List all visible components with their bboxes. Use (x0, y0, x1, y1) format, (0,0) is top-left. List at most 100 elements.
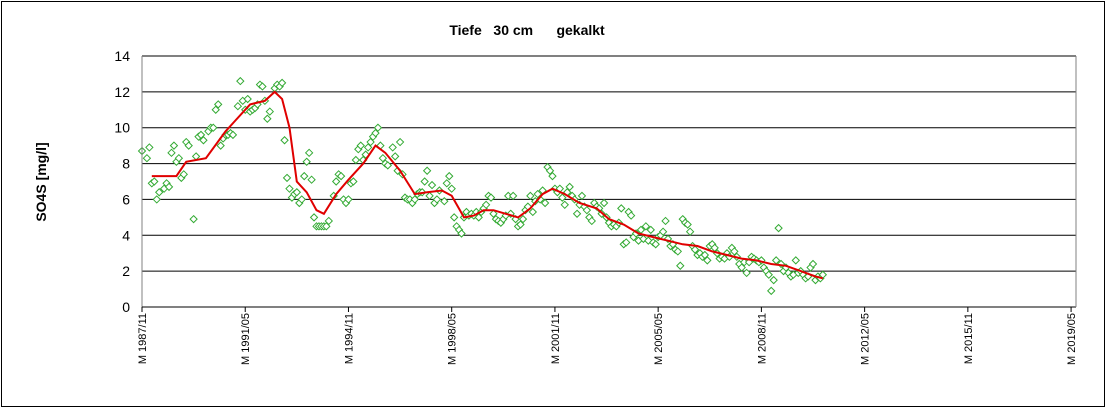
y-tick-label: 4 (122, 227, 130, 243)
data-point (142, 153, 152, 163)
data-point (410, 195, 420, 204)
y-tick-label: 6 (122, 191, 130, 207)
data-point (309, 213, 319, 222)
data-point (302, 157, 311, 166)
x-tick-label: M 1991/05 (240, 313, 252, 365)
data-point (582, 205, 592, 215)
data-point (774, 223, 783, 233)
data-point (594, 204, 604, 213)
data-point (427, 180, 437, 190)
data-point (373, 123, 383, 132)
data-point (474, 213, 483, 222)
data-point (199, 136, 208, 145)
data-point (764, 270, 773, 279)
data-point (209, 123, 218, 132)
axes (141, 56, 1077, 308)
data-point (331, 177, 341, 186)
data-point (304, 148, 314, 158)
gridlines (142, 55, 1076, 272)
x-tick-label: M 1998/05 (447, 313, 459, 365)
chart-title: Tiefe 30 cm gekalkt (449, 22, 605, 38)
data-point (388, 143, 397, 152)
data-point (661, 216, 670, 226)
data-point (560, 200, 569, 210)
data-point (378, 153, 388, 163)
data-point (700, 250, 710, 260)
data-point (457, 229, 466, 238)
data-point (703, 256, 712, 265)
data-point (356, 141, 365, 150)
data-point (150, 177, 159, 186)
x-tick-labels: M 1987/11 M 1991/05 M 1994/11 M 1998/05 M 20… (137, 307, 1078, 365)
data-point (395, 137, 405, 147)
x-tick-label: M 2019/05 (1066, 313, 1078, 365)
data-point (683, 220, 692, 229)
data-point (685, 227, 695, 236)
y-tick-label: 0 (122, 299, 130, 315)
data-point (577, 191, 587, 201)
data-point (228, 130, 238, 140)
data-point (639, 234, 648, 244)
data-point (174, 153, 184, 163)
data-point (265, 107, 275, 116)
x-tick-label: M 2005/05 (653, 313, 665, 365)
data-point (184, 141, 193, 150)
data-point (481, 200, 491, 210)
data-point (690, 245, 700, 254)
data-point (533, 189, 542, 199)
y-tick-label: 2 (122, 263, 130, 279)
data-point (548, 171, 557, 181)
data-point (351, 155, 361, 165)
data-point (673, 247, 683, 256)
data-point (425, 191, 434, 201)
data-point (545, 166, 555, 175)
data-point (626, 211, 636, 220)
data-point (617, 204, 626, 213)
data-point (558, 193, 567, 202)
data-point (599, 198, 609, 208)
data-point (145, 143, 154, 152)
data-point (324, 216, 334, 226)
data-point (572, 209, 582, 218)
data-point (366, 137, 375, 147)
data-point (300, 171, 309, 181)
data-point (243, 94, 252, 104)
data-point (565, 182, 574, 192)
data-point (322, 222, 331, 231)
data-point (216, 141, 225, 150)
data-point (383, 161, 392, 170)
y-axis-label: SO4S [mg/l] (33, 142, 49, 221)
y-tick-label: 12 (114, 84, 130, 100)
data-point (432, 195, 442, 204)
data-point (516, 220, 525, 229)
data-point (676, 261, 685, 270)
data-point (442, 179, 451, 188)
data-point (540, 198, 550, 208)
data-point (767, 286, 776, 296)
data-point (196, 130, 206, 140)
x-tick-label: M 1994/11 (343, 313, 355, 364)
y-tick-label: 10 (114, 120, 130, 136)
data-point (233, 101, 243, 111)
data-point (344, 195, 353, 204)
data-point (422, 166, 432, 175)
data-point (518, 214, 528, 224)
data-point (297, 195, 306, 204)
data-point (508, 191, 518, 201)
data-point (179, 170, 188, 179)
data-point (818, 270, 828, 279)
data-point (791, 256, 801, 265)
data-point (263, 114, 272, 123)
data-point (277, 78, 287, 88)
data-point (292, 188, 302, 197)
data-point (621, 238, 631, 247)
data-point (349, 177, 358, 186)
data-point (213, 100, 223, 109)
data-point (528, 207, 538, 217)
data-point (646, 225, 655, 235)
data-point (445, 171, 454, 181)
data-point (363, 143, 373, 152)
data-point (152, 195, 161, 204)
